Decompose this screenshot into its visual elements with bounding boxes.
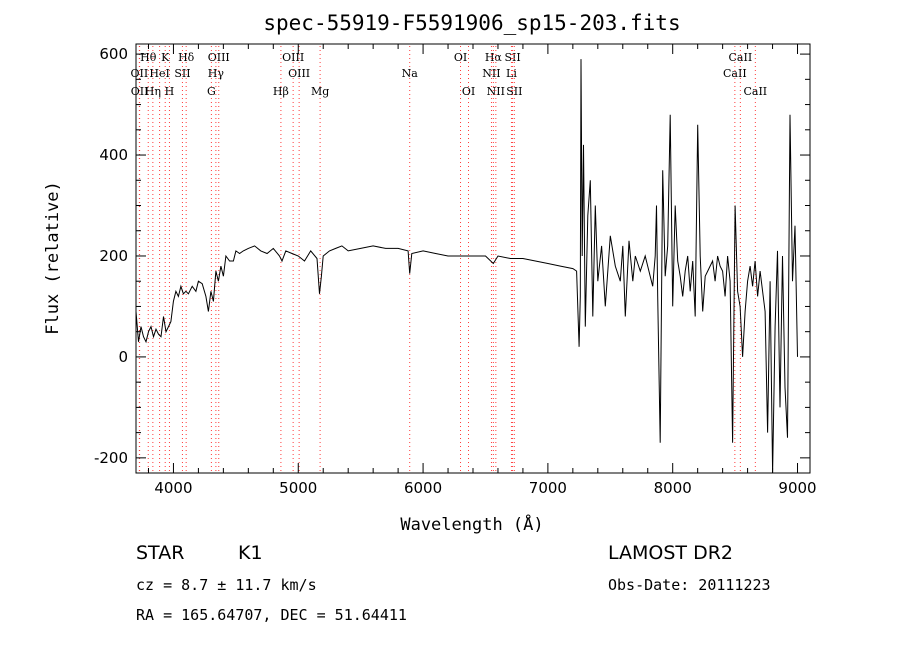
spectral-line-label: OII	[131, 67, 149, 80]
x-tick-label: 5000	[279, 479, 317, 497]
x-tick-label: 8000	[654, 479, 692, 497]
spectral-line-label: Hη	[145, 85, 161, 98]
y-tick-label: -200	[94, 449, 128, 467]
spectral-line-label: Mg	[311, 85, 329, 98]
spectral-line-label: H	[165, 85, 175, 98]
spectral-line-label: OIII	[282, 51, 304, 64]
x-tick-label: 6000	[404, 479, 442, 497]
spectral-line-label: OIII	[208, 51, 230, 64]
velocity-readout: cz = 8.7 ± 11.7 km/s	[136, 576, 317, 594]
object-subclass: K1	[238, 542, 263, 564]
spectral-line-label: NII	[482, 67, 500, 80]
spectrum-series-line	[135, 59, 798, 474]
spectral-line-label: Hθ	[140, 51, 157, 64]
plot-frame	[135, 43, 811, 474]
axis-ticks: 4000 5000 6000 7000 8000 9000 -200 0 200 400 600	[94, 44, 817, 497]
spectral-line-label: HeI	[149, 67, 169, 80]
x-axis-label: Wavelength (Å)	[400, 513, 543, 535]
spectral-line-label: OIII	[288, 67, 310, 80]
object-type: STAR	[136, 542, 185, 564]
spectral-line-label: CaII	[743, 85, 767, 98]
spectral-line-label: NII	[487, 85, 505, 98]
spectral-line-label: SII	[506, 85, 522, 98]
spectral-line-label: Hγ	[208, 67, 225, 80]
spectral-line-label: CaII	[729, 51, 753, 64]
spectral-line-label: OII	[131, 85, 149, 98]
spectral-line-label: Hα	[485, 51, 503, 64]
x-tick-label: 4000	[154, 479, 192, 497]
spectral-line-label: K	[161, 51, 170, 64]
spectral-line-label: Hδ	[178, 51, 195, 64]
spectral-line-label: SII	[504, 51, 520, 64]
y-tick-label: 200	[99, 247, 128, 265]
spectral-line-label: SII	[174, 67, 190, 80]
y-tick-label: 600	[99, 45, 128, 63]
y-axis-label: Flux (relative)	[43, 181, 63, 335]
obs-date: Obs-Date: 20111223	[608, 576, 771, 594]
y-tick-label: 0	[118, 348, 128, 366]
spectral-line-label: Hβ	[273, 85, 289, 98]
spectral-line-label: G	[207, 85, 216, 98]
x-tick-label: 9000	[778, 479, 816, 497]
spectral-line-label: OI	[454, 51, 467, 64]
y-tick-label: 400	[99, 146, 128, 164]
survey-name: LAMOST DR2	[608, 542, 733, 564]
chart-title: spec-55919-F5591906_sp15-203.fits	[263, 11, 680, 35]
spectral-line-label: Na	[402, 67, 419, 80]
spectral-line-label: OI	[462, 85, 475, 98]
coordinates-readout: RA = 165.64707, DEC = 51.64411	[136, 606, 407, 624]
spectral-line-label: CaII	[723, 67, 747, 80]
spectral-line-label: Li	[506, 67, 517, 80]
x-tick-label: 7000	[529, 479, 567, 497]
